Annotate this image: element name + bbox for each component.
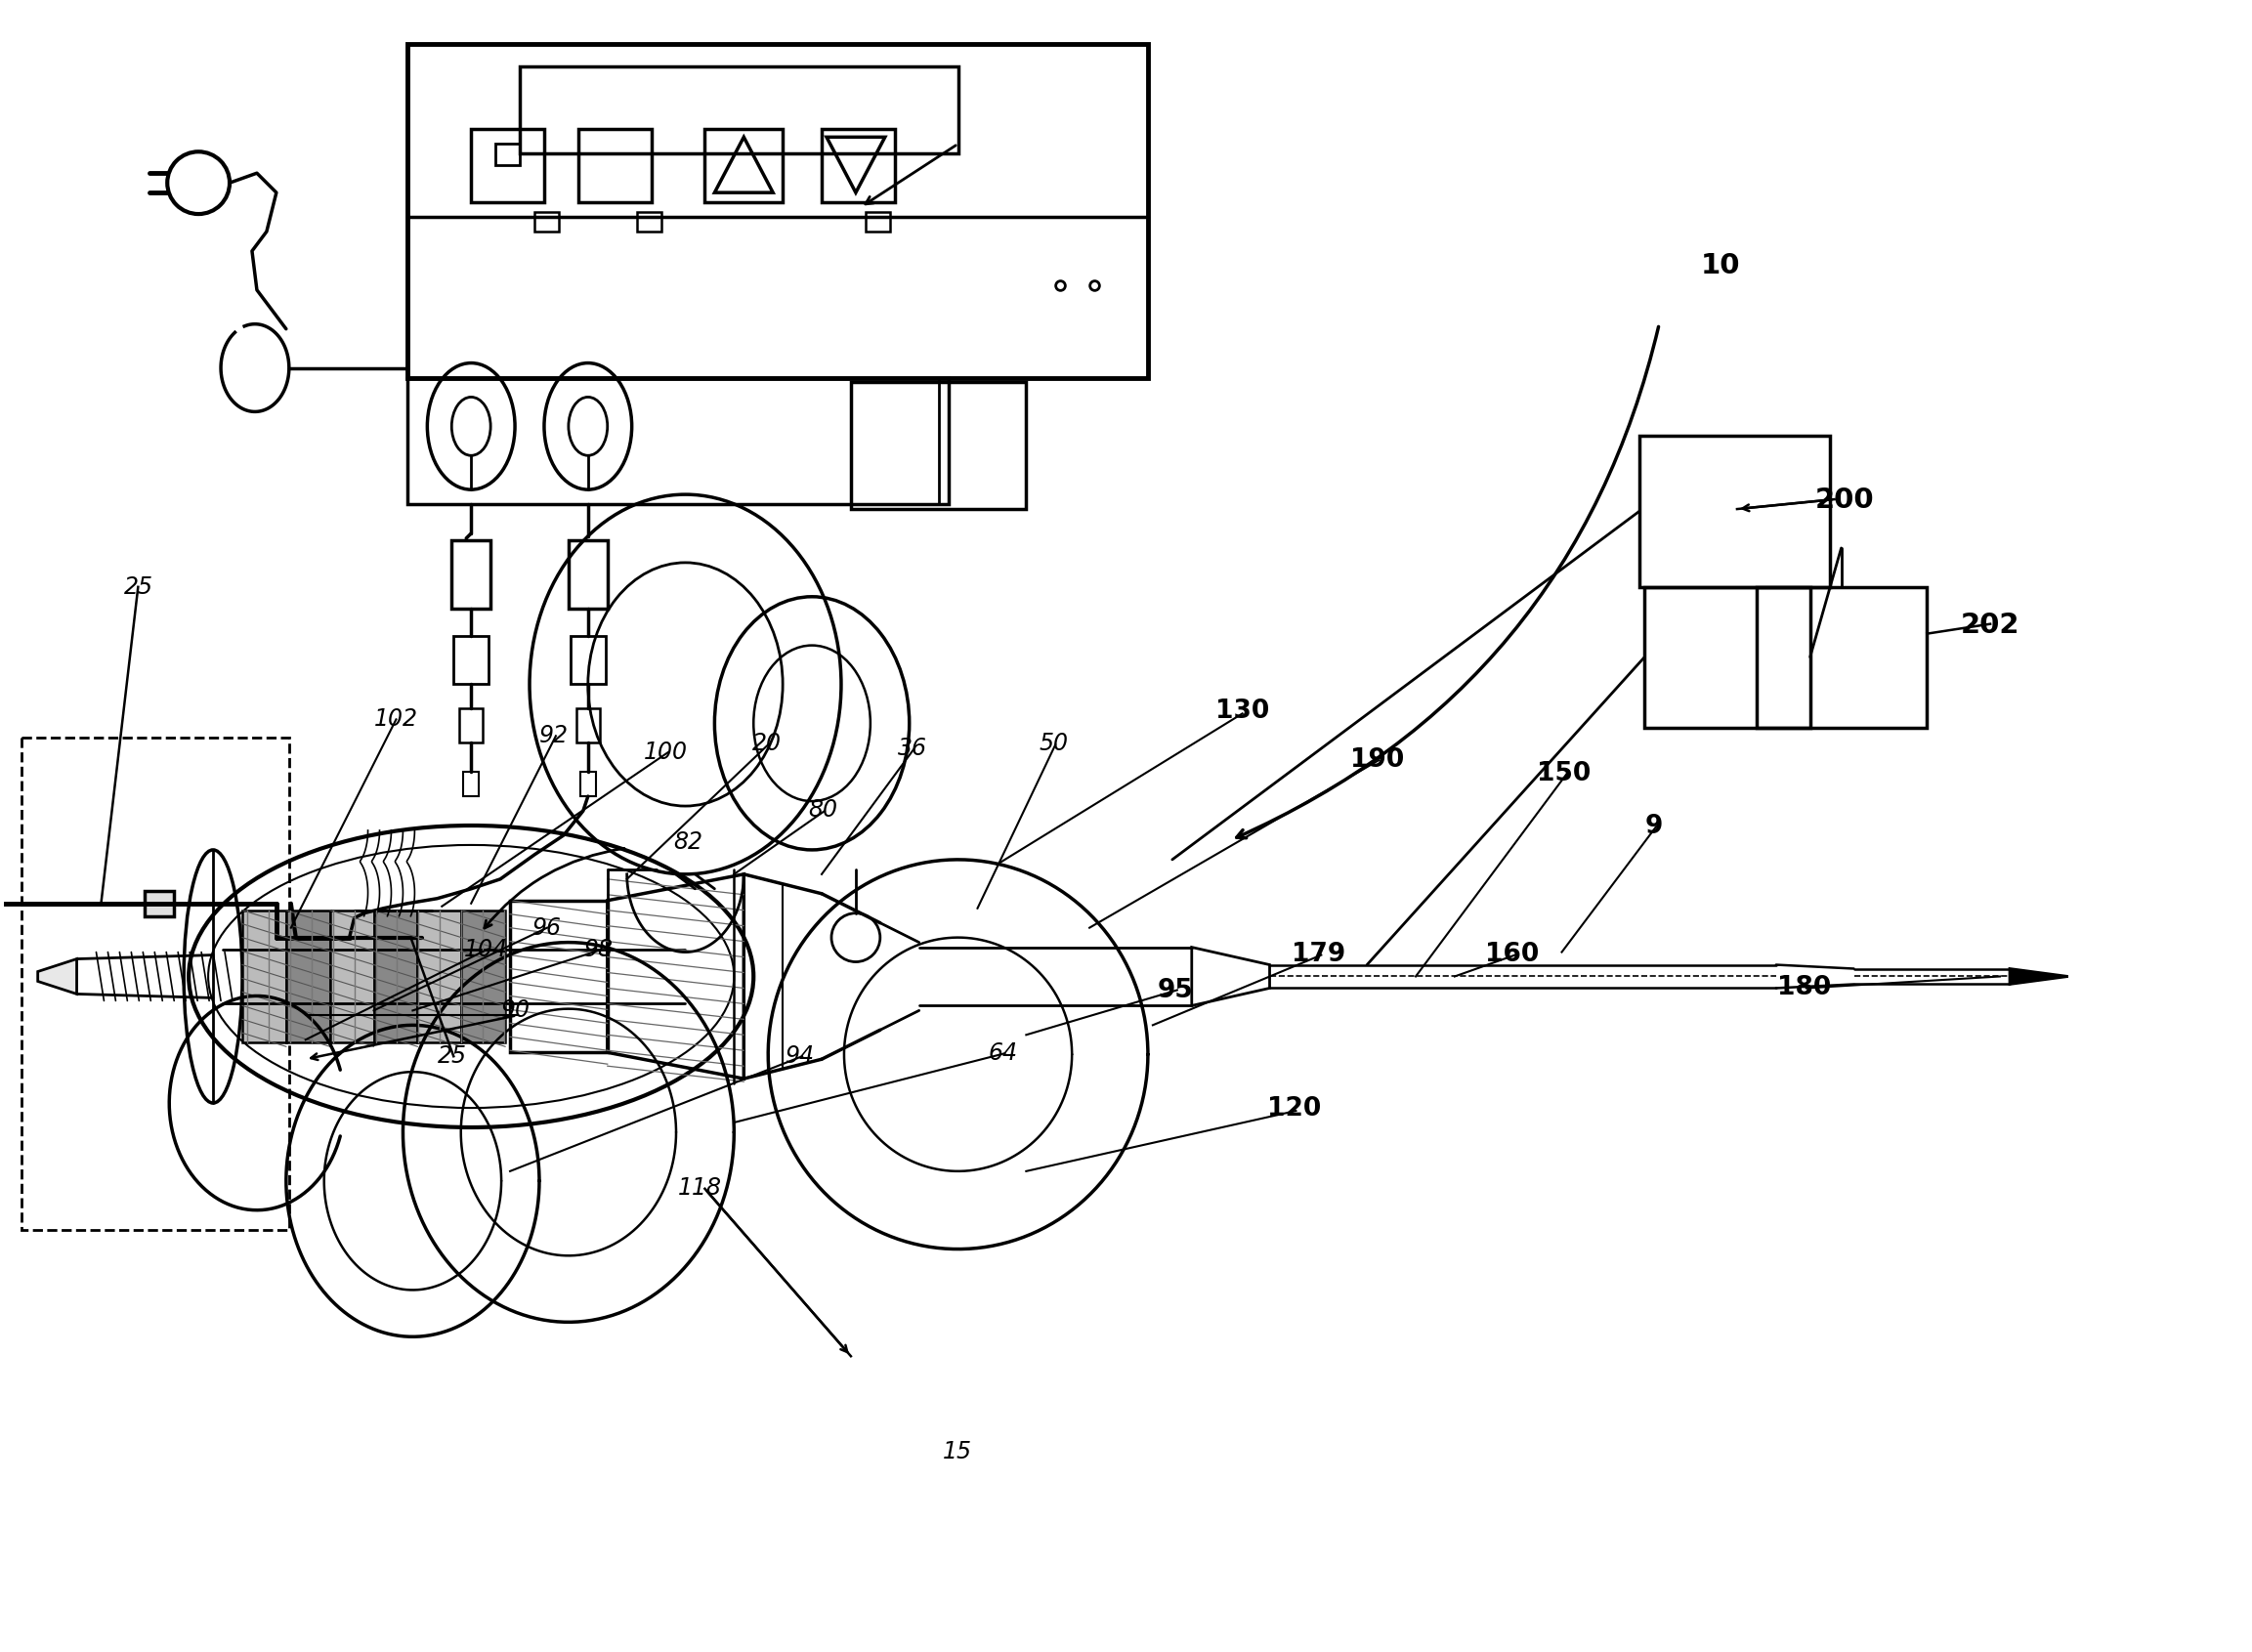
Bar xyxy=(453,540,491,608)
Text: 180: 180 xyxy=(1777,975,1831,999)
Bar xyxy=(495,144,520,165)
Bar xyxy=(577,709,599,743)
Text: 190: 190 xyxy=(1351,747,1405,773)
Bar xyxy=(520,66,957,154)
Text: 118: 118 xyxy=(678,1176,721,1199)
Bar xyxy=(408,43,1149,378)
Text: 95: 95 xyxy=(1158,978,1194,1003)
Bar xyxy=(459,709,482,743)
Bar xyxy=(705,129,784,202)
Bar xyxy=(865,211,890,231)
Text: 96: 96 xyxy=(531,917,561,940)
Text: 50: 50 xyxy=(1040,732,1070,755)
Text: 25: 25 xyxy=(124,575,153,600)
Bar xyxy=(1644,586,1811,729)
Text: 82: 82 xyxy=(673,831,703,854)
Bar xyxy=(1757,586,1928,729)
Bar xyxy=(579,129,651,202)
Polygon shape xyxy=(2009,968,2067,985)
Text: 98: 98 xyxy=(583,938,613,961)
Text: 200: 200 xyxy=(1815,486,1874,514)
Text: 25: 25 xyxy=(437,1044,466,1069)
Bar xyxy=(144,890,173,917)
Text: 102: 102 xyxy=(374,707,419,730)
Bar xyxy=(822,129,894,202)
Text: 94: 94 xyxy=(786,1044,815,1069)
Text: 15: 15 xyxy=(944,1441,973,1464)
Text: 9: 9 xyxy=(1644,813,1662,839)
Text: 64: 64 xyxy=(989,1041,1018,1066)
Text: 10: 10 xyxy=(1700,253,1741,279)
Text: 120: 120 xyxy=(1268,1097,1322,1122)
Bar xyxy=(1639,436,1829,586)
Bar xyxy=(637,211,662,231)
Bar xyxy=(374,910,417,1042)
Bar xyxy=(851,383,1027,509)
Bar xyxy=(408,378,948,504)
Bar xyxy=(286,910,331,1042)
Text: 130: 130 xyxy=(1216,699,1270,724)
Text: 36: 36 xyxy=(899,737,928,760)
Bar xyxy=(243,910,286,1042)
Bar xyxy=(471,129,545,202)
Text: 20: 20 xyxy=(752,732,781,755)
Bar xyxy=(20,738,288,1229)
Bar xyxy=(331,910,374,1042)
Bar xyxy=(453,636,489,684)
Text: 150: 150 xyxy=(1536,760,1590,786)
Text: 160: 160 xyxy=(1484,942,1538,966)
Polygon shape xyxy=(38,958,77,995)
Text: 202: 202 xyxy=(1961,611,2020,639)
Bar xyxy=(509,900,608,1052)
Bar xyxy=(568,540,608,608)
Text: 90: 90 xyxy=(500,999,529,1023)
Text: 104: 104 xyxy=(464,938,509,961)
Text: 80: 80 xyxy=(808,798,838,821)
Text: 92: 92 xyxy=(538,724,568,747)
Text: 100: 100 xyxy=(644,740,687,763)
Bar xyxy=(570,636,606,684)
Bar xyxy=(417,910,462,1042)
Bar xyxy=(462,910,504,1042)
Bar xyxy=(534,211,558,231)
Text: 179: 179 xyxy=(1293,942,1347,966)
Bar xyxy=(581,771,597,796)
Bar xyxy=(464,771,480,796)
